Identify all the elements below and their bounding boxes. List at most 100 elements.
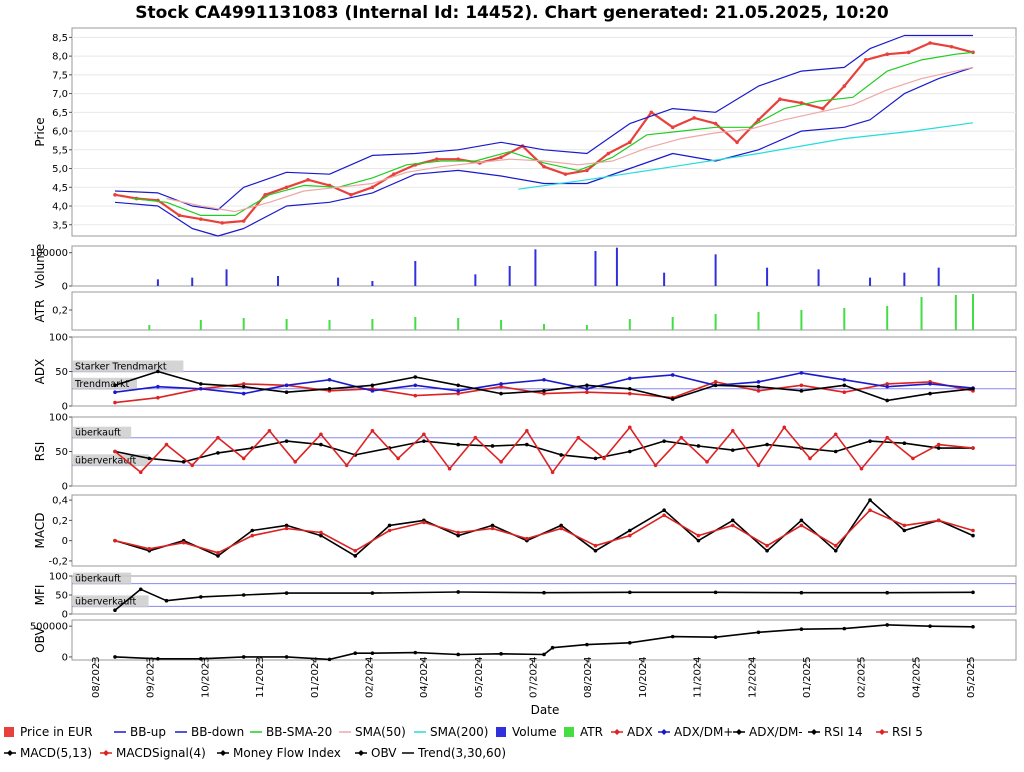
indicator-panels: 3,54,04,55,05,56,06,57,07,58,08,5Price01…	[30, 27, 1017, 663]
obv-point	[113, 655, 117, 659]
macd-ytick-label: 0,2	[52, 516, 68, 527]
rsi-5-point	[833, 432, 838, 437]
macdsignal-4-point	[284, 526, 289, 531]
macdsignal-4-point	[971, 528, 975, 533]
rsi-5-line	[114, 426, 974, 473]
rsi-5-point	[885, 435, 889, 440]
adx-dm-point	[413, 375, 418, 379]
adx-point	[885, 382, 889, 386]
legend-item: OBV	[355, 746, 397, 760]
mfi-ytick-label: 100	[49, 572, 68, 583]
mfi-ylabel: MFI	[33, 585, 47, 606]
macdsignal-4-point	[319, 530, 323, 535]
volume-ylabel: Volume	[33, 244, 47, 289]
legend-label: OBV	[371, 746, 397, 760]
obv-point	[456, 652, 461, 657]
price-in-eur-point	[542, 164, 546, 169]
macdsignal-4-point	[181, 540, 186, 545]
adx-ylabel: ADX	[33, 359, 47, 385]
adx-reference-label: Trendmarkt	[74, 379, 129, 390]
date-axis: 08/2023 09/2023 10/2023 11/2023 01/2024 02/20…	[91, 656, 977, 698]
bb-sma-20-line	[132, 51, 974, 216]
macd-5-13-point	[490, 523, 495, 528]
legend-marker	[103, 750, 109, 756]
obv-point	[971, 624, 975, 629]
adx-dm-point	[799, 389, 804, 393]
rsi-14-point	[490, 444, 495, 448]
macd-5-13-point	[628, 528, 632, 533]
money-flow-index-point	[971, 590, 975, 595]
mfi-frame	[71, 575, 1017, 615]
price-in-eur-point	[949, 44, 954, 49]
legend-item: ADX	[611, 725, 653, 739]
adx-dm-point	[842, 383, 847, 388]
legend-label: RSI 5	[892, 725, 923, 739]
price-in-eur-point	[606, 151, 611, 156]
obv-ytick-label: 0	[62, 652, 68, 663]
rsi-14-point	[181, 460, 186, 464]
rsi-5-point	[808, 456, 812, 461]
macd-ytick-label: 0,4	[52, 496, 68, 507]
macdsignal-4-point	[216, 551, 220, 555]
date-tick-label: 09/2023	[146, 656, 157, 698]
obv-point	[156, 656, 160, 661]
rsi-14-point	[868, 439, 872, 443]
obv-ytick-label: 500000	[30, 622, 68, 633]
macdsignal-4-point	[353, 548, 358, 553]
macdsignal-4-point	[936, 518, 941, 523]
price-in-eur-point	[563, 172, 568, 176]
rsi-14-point	[456, 442, 461, 447]
legend-item: BB-down	[175, 725, 244, 739]
adx-dm-point	[585, 383, 589, 388]
price-ytick-label: 8,0	[52, 52, 68, 63]
macd-5-13-point	[765, 548, 769, 553]
rsi-5-point	[756, 463, 761, 468]
obv-point	[628, 640, 632, 645]
rsi-14-point	[593, 456, 598, 461]
legend-item: BB-up	[114, 725, 166, 739]
x-axis-label: Date	[531, 703, 560, 717]
adx-dm-point	[413, 383, 418, 388]
atr-ylabel: ATR	[33, 300, 47, 323]
mfi-ytick-label: 0	[62, 610, 68, 621]
obv-point	[370, 651, 375, 656]
adx-ytick-label: 0	[62, 402, 68, 413]
legend-item: SMA(200)	[414, 725, 488, 739]
price-in-eur-point	[456, 157, 461, 161]
legend-marker	[7, 750, 13, 756]
date-tick-label: 07/2024	[529, 656, 540, 698]
rsi-14-point	[902, 441, 907, 446]
date-tick-label: 02/2024	[364, 656, 375, 698]
macd-5-13-point	[696, 538, 701, 543]
adx-dm-point	[284, 390, 289, 395]
rsi-5-point	[370, 429, 375, 433]
legend-swatch	[496, 727, 506, 737]
price-in-eur-point	[756, 118, 761, 122]
rsi-14-point	[422, 439, 426, 443]
date-tick-label: 11/2023	[255, 656, 266, 698]
money-flow-index-point	[241, 593, 246, 597]
adx-dm-point	[542, 377, 546, 382]
price-in-eur-point	[220, 221, 225, 225]
price-in-eur-point	[670, 125, 675, 130]
obv-point	[241, 655, 246, 659]
rsi-5-point	[653, 463, 658, 468]
price-in-eur-point	[906, 50, 911, 55]
macd-5-13-point	[387, 523, 392, 528]
adx-dm-point	[542, 389, 546, 393]
price-in-eur-point	[692, 116, 696, 120]
rsi-14-point	[628, 449, 632, 454]
legend-item: ADX/DM+	[658, 725, 733, 739]
legend-marker	[614, 729, 620, 735]
rsi-5-point	[138, 470, 143, 475]
price-in-eur-point	[113, 192, 117, 197]
rsi-frame	[71, 416, 1017, 487]
adx-dm-point	[928, 391, 932, 396]
adx-reference-tag	[73, 360, 184, 373]
macd-5-13-point	[868, 498, 872, 502]
obv-point	[499, 652, 503, 656]
rsi-14-point	[730, 448, 735, 452]
adx-point	[456, 391, 461, 396]
adx-dm-point	[756, 384, 761, 389]
